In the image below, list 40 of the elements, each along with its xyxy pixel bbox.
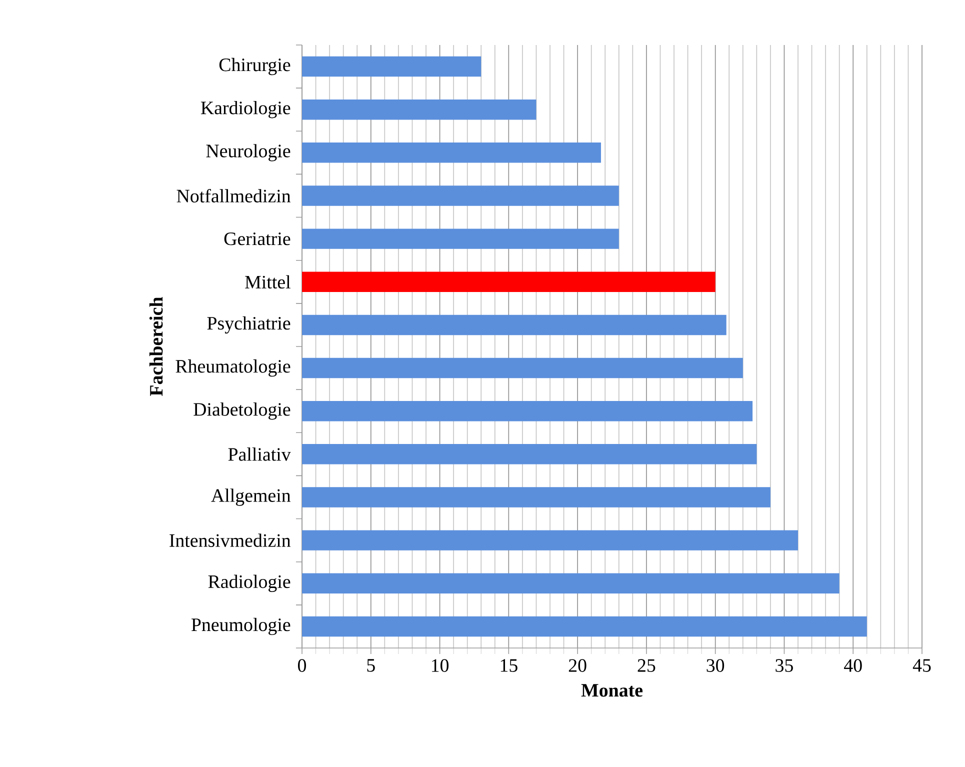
bar — [302, 186, 619, 206]
x-tick-label: 30 — [706, 659, 724, 672]
bar — [302, 400, 753, 422]
bar — [302, 56, 482, 77]
bar — [302, 616, 867, 637]
x-tick-label: 40 — [844, 659, 862, 672]
y-tick-label: Radiologie — [208, 574, 290, 592]
y-tick-label: Kardiologie — [200, 100, 290, 118]
y-tick-label: Geriatrie — [224, 232, 290, 246]
bar — [302, 314, 726, 336]
bar — [302, 142, 601, 163]
y-tick-label: Intensivmedizin — [170, 534, 291, 547]
y-tick-label: Chirurgie — [219, 58, 290, 76]
bar — [302, 99, 536, 120]
y-tick-label: Palliativ — [228, 448, 291, 461]
bar — [302, 272, 716, 292]
x-tick-label: 10 — [432, 659, 449, 672]
y-tick-label: Mittel — [245, 275, 290, 289]
bar — [302, 487, 770, 508]
x-tick-label: 0 — [298, 659, 306, 672]
x-tick-label: 25 — [638, 659, 656, 672]
bar — [302, 444, 757, 464]
x-tick-label: 20 — [568, 659, 586, 672]
bar — [302, 228, 619, 249]
bar — [302, 573, 840, 594]
y-tick-label: Rheumatologie — [176, 359, 290, 377]
y-tick-label: Neurologie — [206, 144, 290, 162]
x-tick-label: 15 — [500, 659, 518, 672]
x-axis-title: Monate — [581, 684, 643, 697]
bar — [302, 530, 798, 550]
y-tick-label: Pneumologie — [191, 618, 290, 636]
bar — [302, 358, 743, 378]
x-tick-label: 35 — [776, 659, 793, 672]
y-tick-label: Psychiatrie — [207, 316, 290, 334]
y-axis-title: Fachbereich — [149, 297, 163, 396]
y-tick-label: Allgemein — [211, 488, 291, 506]
x-tick-label: 5 — [367, 659, 375, 672]
x-tick-label: 45 — [912, 659, 931, 672]
y-tick-label: Diabetologie — [194, 402, 290, 420]
y-tick-label: Notfallmedizin — [176, 188, 291, 202]
